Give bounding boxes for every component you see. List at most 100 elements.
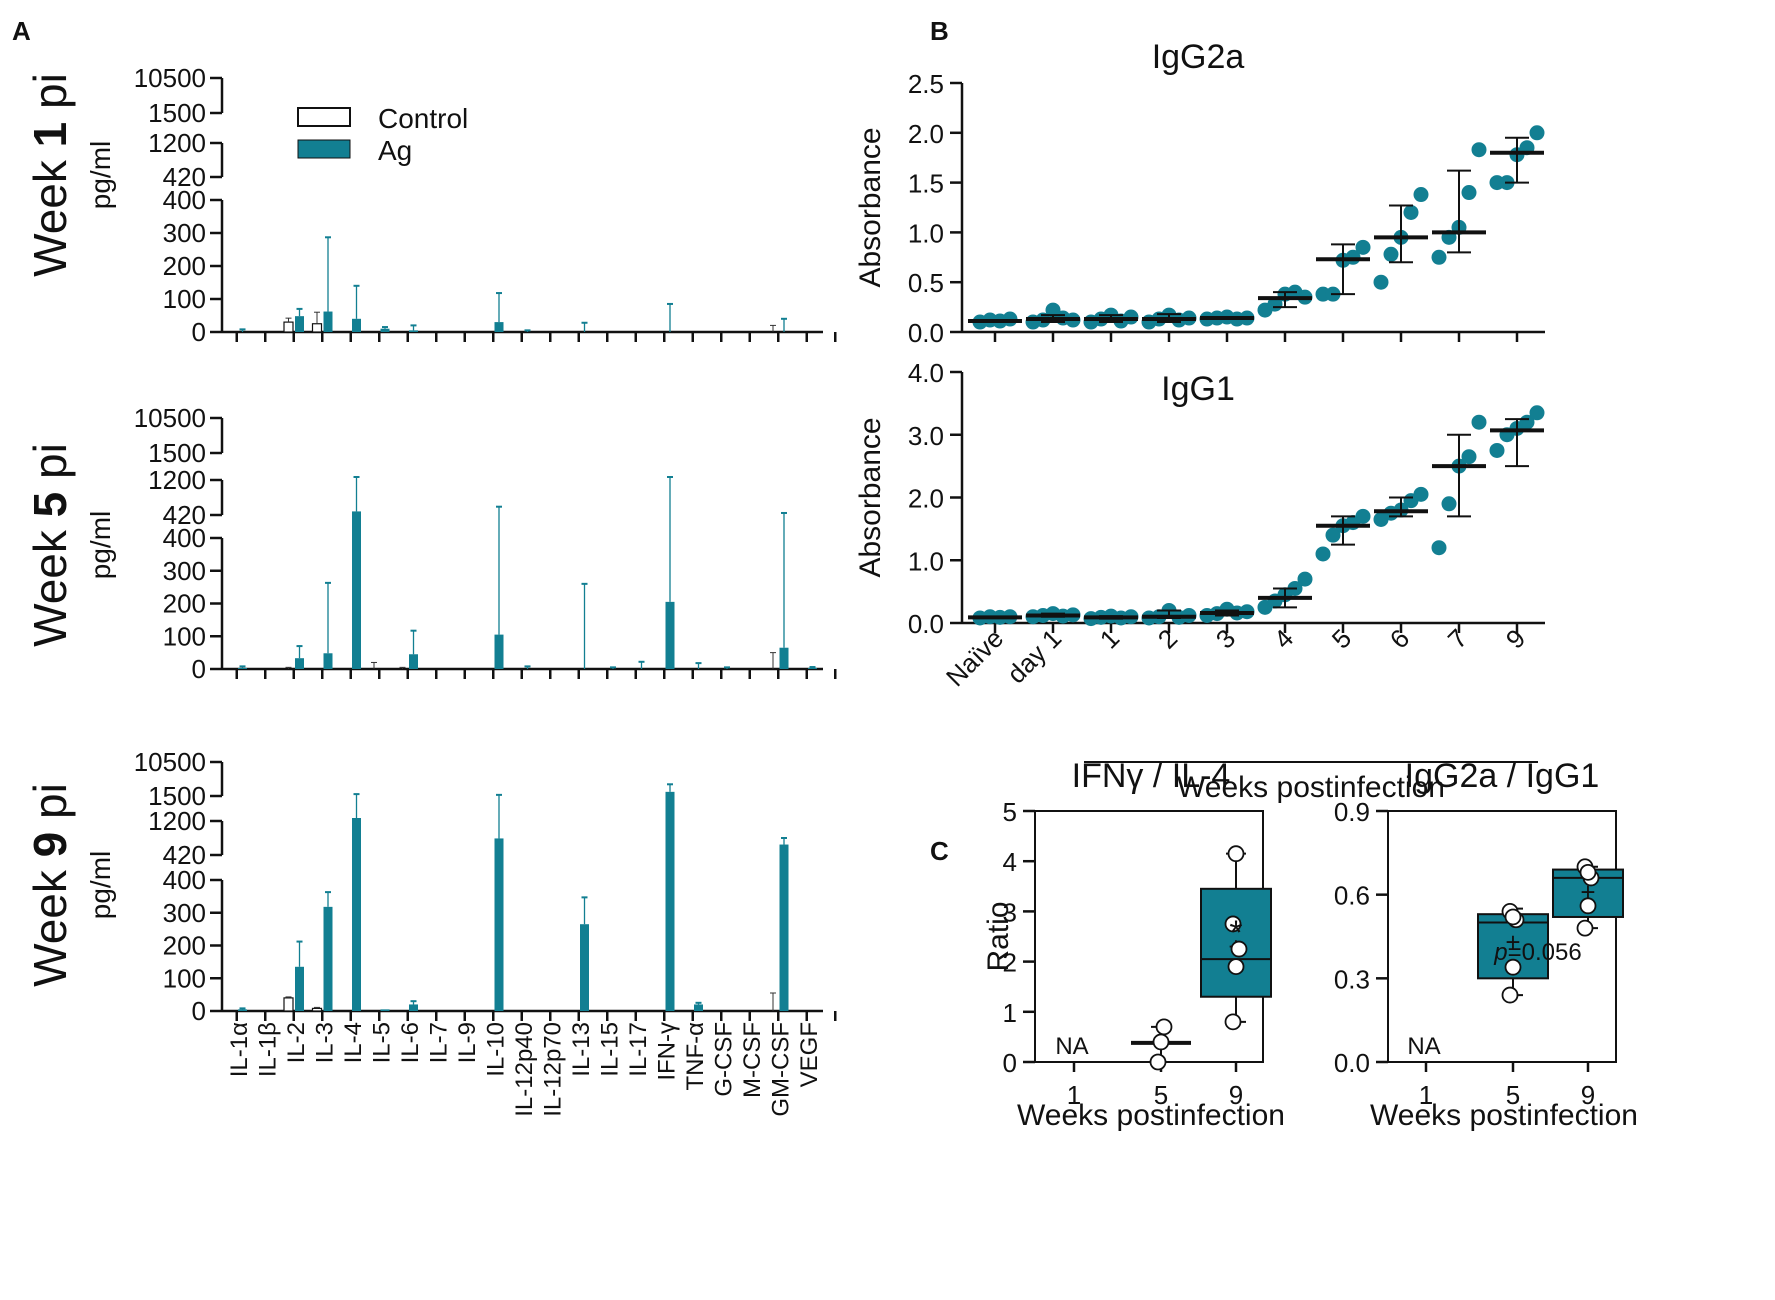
x-tick-label: 5: [1154, 1080, 1168, 1110]
chart-title: IgG1: [1161, 370, 1235, 408]
bar-control: [311, 323, 323, 333]
bar-ag: [352, 318, 361, 332]
bar-ag: [409, 654, 418, 669]
y-tick-label: 100: [163, 284, 206, 314]
category-label: IL-3: [312, 1022, 339, 1063]
y-tick-label: 1500: [148, 781, 206, 811]
chart-title-part: pi: [24, 443, 76, 492]
bar-ag: [380, 328, 390, 332]
chart-title: IFNγ / IL-4: [1072, 757, 1231, 795]
category-label: VEGF: [796, 1022, 823, 1087]
data-point: [1579, 897, 1597, 915]
chart-title-part: 5: [24, 492, 76, 518]
y-axis-label: pg/ml: [85, 141, 116, 209]
data-point: [1315, 546, 1331, 562]
bar-ag: [238, 668, 247, 669]
data-point: [1471, 142, 1487, 158]
y-tick-label: 1.5: [908, 169, 944, 199]
y-axis-label: pg/ml: [85, 851, 116, 919]
category-label: IL-13: [568, 1022, 595, 1077]
data-point: [1403, 204, 1419, 220]
bar-ag: [323, 653, 333, 669]
chart-title-part: pi: [24, 73, 76, 122]
y-tick-label: 10500: [134, 403, 206, 433]
y-tick-label: 10500: [134, 63, 206, 93]
bar-ag: [323, 906, 333, 1011]
category-label: IL-1β: [255, 1022, 282, 1077]
panel-letter-c: C: [930, 836, 949, 866]
bar-ag: [409, 330, 418, 332]
data-point: [1461, 185, 1477, 201]
chart-title: IgG2a: [1152, 38, 1245, 76]
x-axis-label: Weeks postinfection: [1370, 1099, 1638, 1132]
data-point: [1227, 845, 1245, 863]
chart-title-part: Week: [24, 517, 76, 647]
x-tick-label: 5: [1326, 623, 1357, 654]
p-value: =0.056: [1508, 939, 1582, 966]
category-label: IL-17: [625, 1022, 652, 1077]
bar-ag: [694, 1004, 703, 1011]
data-point: [1579, 863, 1597, 881]
y-tick-label: 0.9: [1334, 797, 1370, 827]
y-tick-label: 10500: [134, 747, 206, 777]
x-tick-label: 1: [1094, 623, 1125, 654]
bar-ag: [352, 818, 361, 1011]
y-tick-label: 1.0: [908, 218, 944, 248]
data-point: [1504, 958, 1522, 976]
y-tick-label: 0.0: [908, 609, 944, 639]
y-tick-label: 0.0: [1334, 1048, 1370, 1078]
y-axis-label: Absorbance: [854, 417, 887, 577]
y-tick-label: 400: [163, 185, 206, 215]
bar-control: [283, 997, 294, 1012]
panel-letter-b: B: [930, 16, 949, 46]
category-label: G-CSF: [711, 1022, 738, 1097]
data-point: [1045, 302, 1061, 318]
y-tick-label: 400: [163, 865, 206, 895]
y-tick-label: 1500: [148, 438, 206, 468]
bar-ag: [238, 1009, 247, 1011]
y-tick-label: 0: [192, 317, 206, 347]
y-tick-label: 4.0: [908, 358, 944, 388]
bar-ag: [494, 838, 504, 1011]
x-tick-label: 4: [1268, 623, 1299, 654]
y-tick-label: 200: [163, 589, 206, 619]
bar-ag: [295, 316, 304, 332]
legend-swatch-control: [297, 107, 351, 127]
na-label: NA: [1407, 1033, 1440, 1060]
bar-ag: [665, 791, 675, 1011]
x-tick-label: 1: [1419, 1080, 1433, 1110]
y-axis-label: Ratio: [982, 901, 1015, 971]
data-point: [1149, 1053, 1167, 1071]
x-tick-label: 9: [1229, 1080, 1243, 1110]
y-tick-label: 1200: [148, 128, 206, 158]
category-label: GM-CSF: [768, 1022, 795, 1117]
data-point: [1297, 571, 1313, 587]
y-tick-label: 2.5: [908, 69, 944, 99]
y-tick-label: 300: [163, 218, 206, 248]
category-label: IFN-γ: [654, 1022, 681, 1081]
chart-week1: Week 1 pipg/ml10500150012004204003002001…: [24, 63, 837, 347]
y-tick-label: 2.0: [908, 119, 944, 149]
bar-ag: [779, 844, 789, 1011]
x-axis-label: Weeks postinfection: [1017, 1099, 1285, 1132]
y-tick-label: 1200: [148, 465, 206, 495]
data-point: [1461, 449, 1477, 465]
data-point: [1230, 940, 1248, 958]
x-tick-label: Naïve: [940, 623, 1009, 692]
y-tick-label: 420: [163, 500, 206, 530]
chart-title: Week 5 pi: [24, 443, 76, 647]
y-tick-label: 420: [163, 840, 206, 870]
bar-ag: [665, 601, 675, 669]
y-tick-label: 1200: [148, 806, 206, 836]
x-tick-label: 5: [1506, 1080, 1520, 1110]
panel-letter-a: A: [12, 16, 31, 46]
category-label: TNF-α: [682, 1022, 709, 1091]
category-label: IL-4: [340, 1022, 367, 1063]
y-tick-label: 2.0: [908, 484, 944, 514]
bar-ag: [295, 658, 304, 669]
data-point: [1383, 246, 1399, 262]
category-label: IL-6: [397, 1022, 424, 1063]
